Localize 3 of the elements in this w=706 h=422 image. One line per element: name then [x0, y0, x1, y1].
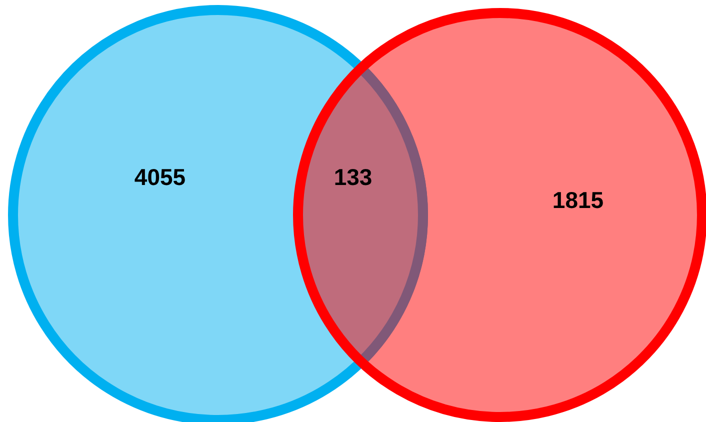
- data-label: 133: [334, 164, 372, 190]
- data-label: 1815: [552, 187, 604, 213]
- data-label: 4055: [134, 164, 186, 190]
